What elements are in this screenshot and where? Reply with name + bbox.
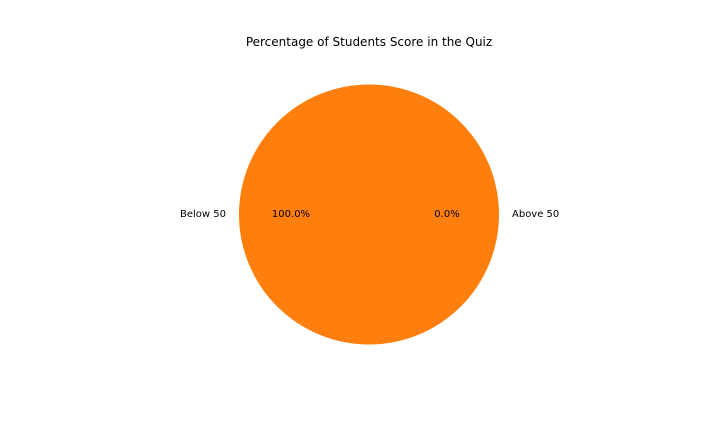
slice-label-below-50: Below 50 xyxy=(180,209,226,220)
slice-percent-below-50: 100.0% xyxy=(272,209,310,220)
pie-labels: Above 50 0.0% Below 50 100.0% xyxy=(180,209,559,220)
slice-percent-above-50: 0.0% xyxy=(434,209,459,220)
slice-label-above-50: Above 50 xyxy=(512,209,559,220)
pie-slice-below-50 xyxy=(239,84,499,345)
chart-title: Percentage of Students Score in the Quiz xyxy=(246,35,492,49)
pie-slices xyxy=(239,84,499,345)
